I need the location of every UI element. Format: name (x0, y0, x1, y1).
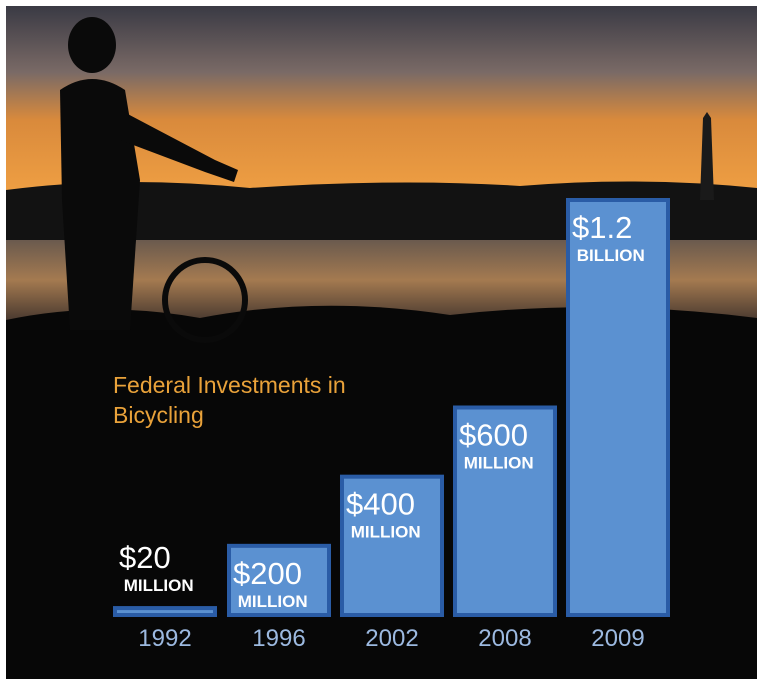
value-label: $200 MILLION (233, 556, 308, 611)
x-tick-label: 2008 (478, 625, 531, 652)
x-tick-label: 2002 (365, 625, 418, 652)
bar (453, 405, 557, 617)
value-label: $1.2 BILLION (572, 210, 645, 265)
bar (113, 606, 217, 617)
bar (227, 543, 331, 617)
bar (340, 474, 444, 617)
x-tick-label: 1996 (252, 625, 305, 652)
x-tick-label: 2009 (591, 625, 644, 652)
value-label: $400 MILLION (346, 487, 421, 542)
value-label: $600 MILLION (459, 418, 534, 473)
x-tick-label: 1992 (138, 625, 191, 652)
chart-title: Federal Investments in Bicycling (113, 372, 346, 428)
value-label: $20 MILLION (119, 540, 194, 595)
monument (700, 112, 714, 200)
bar (566, 198, 670, 617)
cyclist-silhouette (60, 17, 248, 343)
